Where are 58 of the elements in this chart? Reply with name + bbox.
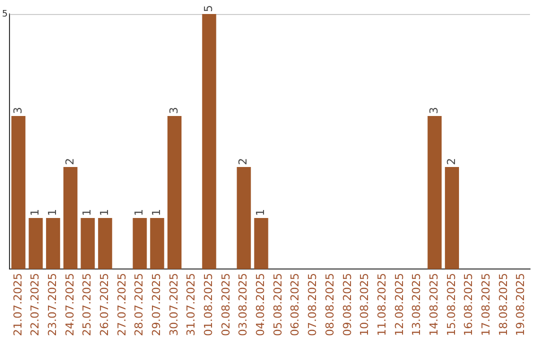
x-tick-label: 14.08.2025 <box>427 273 440 336</box>
data-label: 1 <box>28 209 42 216</box>
x-tick-label: 18.08.2025 <box>496 273 510 336</box>
bar <box>28 218 43 270</box>
bar <box>202 14 216 270</box>
x-tick-label: 03.08.2025 <box>236 273 250 336</box>
bar <box>428 116 442 270</box>
data-label: 1 <box>254 209 268 216</box>
x-tick-label: 28.07.2025 <box>132 273 146 336</box>
x-tick-label: 21.07.2025 <box>11 273 24 336</box>
x-tick-label: 04.08.2025 <box>254 273 268 336</box>
bar <box>444 167 459 270</box>
bar <box>63 167 78 270</box>
bar <box>98 218 112 270</box>
x-tick-label: 29.07.2025 <box>150 273 163 336</box>
x-tick-label: 11.08.2025 <box>375 273 388 336</box>
x-tick-label: 19.08.2025 <box>514 273 528 336</box>
data-label: 1 <box>132 209 146 216</box>
data-label: 1 <box>150 209 163 216</box>
data-label: 3 <box>167 107 180 114</box>
x-tick-label: 15.08.2025 <box>444 273 458 336</box>
x-tick-label: 10.08.2025 <box>358 273 372 336</box>
x-tick-label: 06.08.2025 <box>288 273 302 336</box>
x-tick-label: 31.07.2025 <box>184 273 198 336</box>
data-label: 3 <box>427 107 440 114</box>
bar <box>11 116 26 270</box>
x-tick-label: 27.07.2025 <box>115 273 128 336</box>
x-tick-label: 26.07.2025 <box>98 273 111 336</box>
x-tick-label: 09.08.2025 <box>340 273 354 336</box>
x-tick-label: 23.07.2025 <box>46 273 59 336</box>
bar <box>150 218 164 270</box>
x-tick-label: 05.08.2025 <box>271 273 284 336</box>
bar <box>80 218 95 270</box>
data-label: 2 <box>444 158 458 166</box>
x-tick-label: 22.07.2025 <box>28 273 42 336</box>
x-tick-label: 07.08.2025 <box>306 273 320 336</box>
data-label: 3 <box>11 107 24 114</box>
x-tick-label: 17.08.2025 <box>480 273 493 336</box>
x-tick-label: 16.08.2025 <box>462 273 476 336</box>
data-label: 2 <box>63 158 76 166</box>
bar <box>46 218 60 270</box>
data-label: 1 <box>46 209 59 216</box>
data-label: 1 <box>80 209 94 216</box>
bar <box>236 167 251 270</box>
data-label: 5 <box>202 5 216 12</box>
bar <box>254 218 268 270</box>
x-tick-label: 12.08.2025 <box>392 273 406 336</box>
x-tick-label: 24.07.2025 <box>63 273 76 336</box>
bar <box>167 116 182 270</box>
x-tick-label: 13.08.2025 <box>410 273 424 336</box>
x-tick-label: 01.08.2025 <box>202 273 216 336</box>
x-tick-label: 25.07.2025 <box>80 273 94 336</box>
data-label: 2 <box>236 158 250 166</box>
data-label: 1 <box>98 209 111 216</box>
x-tick-label: 30.07.2025 <box>167 273 180 336</box>
x-tick-label: 08.08.2025 <box>323 273 336 336</box>
bar <box>132 218 147 270</box>
x-tick-label: 02.08.2025 <box>219 273 232 336</box>
